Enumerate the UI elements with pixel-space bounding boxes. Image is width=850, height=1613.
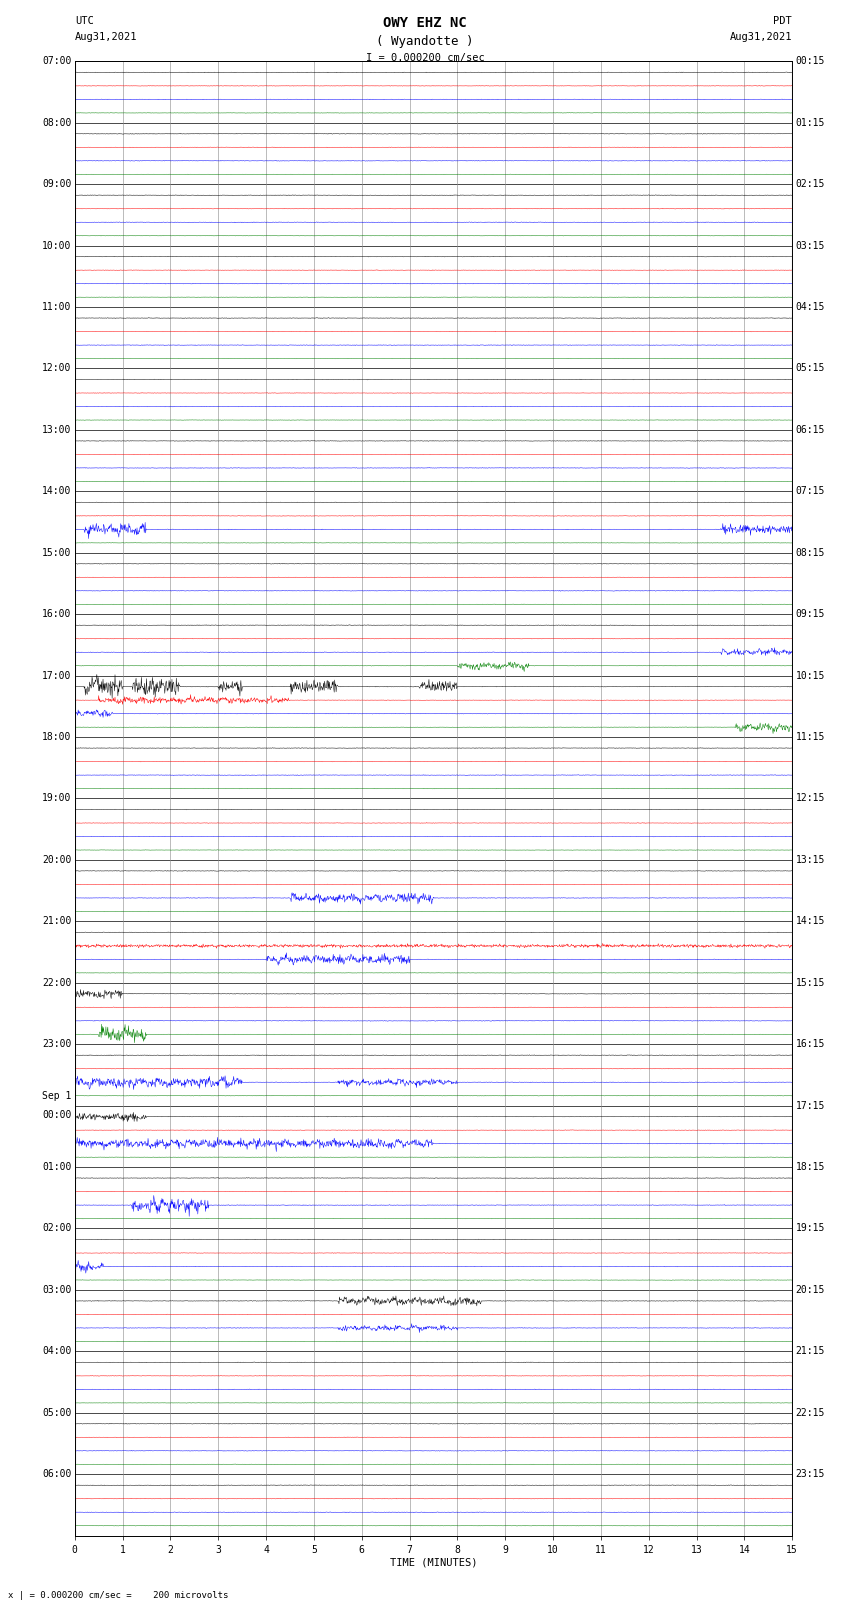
Text: Sep 1: Sep 1 [42,1090,71,1100]
Text: 13:15: 13:15 [796,855,825,865]
Text: 01:15: 01:15 [796,118,825,127]
Text: 22:00: 22:00 [42,977,71,987]
Text: 21:15: 21:15 [796,1347,825,1357]
Text: 21:00: 21:00 [42,916,71,926]
Text: ( Wyandotte ): ( Wyandotte ) [377,35,473,48]
Text: 11:15: 11:15 [796,732,825,742]
Text: 13:00: 13:00 [42,424,71,436]
Text: 16:00: 16:00 [42,610,71,619]
Text: 05:00: 05:00 [42,1408,71,1418]
Text: 22:15: 22:15 [796,1408,825,1418]
Text: 11:00: 11:00 [42,302,71,311]
Text: 01:00: 01:00 [42,1161,71,1173]
Text: 03:15: 03:15 [796,240,825,250]
Text: 07:00: 07:00 [42,56,71,66]
Text: 03:00: 03:00 [42,1286,71,1295]
Text: 12:15: 12:15 [796,794,825,803]
Text: 08:15: 08:15 [796,548,825,558]
Text: 18:00: 18:00 [42,732,71,742]
Text: 17:00: 17:00 [42,671,71,681]
Text: Aug31,2021: Aug31,2021 [75,32,138,42]
Text: 02:15: 02:15 [796,179,825,189]
Text: I = 0.000200 cm/sec: I = 0.000200 cm/sec [366,53,484,63]
Text: 10:15: 10:15 [796,671,825,681]
Text: 09:15: 09:15 [796,610,825,619]
Text: 15:00: 15:00 [42,548,71,558]
Text: OWY EHZ NC: OWY EHZ NC [383,16,467,31]
Text: 12:00: 12:00 [42,363,71,374]
Text: 09:00: 09:00 [42,179,71,189]
Text: PDT: PDT [774,16,792,26]
Text: x | = 0.000200 cm/sec =    200 microvolts: x | = 0.000200 cm/sec = 200 microvolts [8,1590,229,1600]
Text: 06:15: 06:15 [796,424,825,436]
Text: 10:00: 10:00 [42,240,71,250]
Text: Aug31,2021: Aug31,2021 [729,32,792,42]
Text: 07:15: 07:15 [796,486,825,497]
Text: 16:15: 16:15 [796,1039,825,1048]
Text: 00:00: 00:00 [42,1110,71,1121]
Text: 17:15: 17:15 [796,1100,825,1111]
Text: 20:15: 20:15 [796,1286,825,1295]
Text: 19:15: 19:15 [796,1223,825,1234]
Text: 00:15: 00:15 [796,56,825,66]
Text: 20:00: 20:00 [42,855,71,865]
Text: 04:00: 04:00 [42,1347,71,1357]
Text: 08:00: 08:00 [42,118,71,127]
Text: 23:00: 23:00 [42,1039,71,1048]
Text: 18:15: 18:15 [796,1161,825,1173]
Text: 04:15: 04:15 [796,302,825,311]
Text: 19:00: 19:00 [42,794,71,803]
Text: 15:15: 15:15 [796,977,825,987]
Text: UTC: UTC [75,16,94,26]
Text: 06:00: 06:00 [42,1469,71,1479]
X-axis label: TIME (MINUTES): TIME (MINUTES) [390,1558,477,1568]
Text: 02:00: 02:00 [42,1223,71,1234]
Text: 23:15: 23:15 [796,1469,825,1479]
Text: 05:15: 05:15 [796,363,825,374]
Text: 14:00: 14:00 [42,486,71,497]
Text: 14:15: 14:15 [796,916,825,926]
